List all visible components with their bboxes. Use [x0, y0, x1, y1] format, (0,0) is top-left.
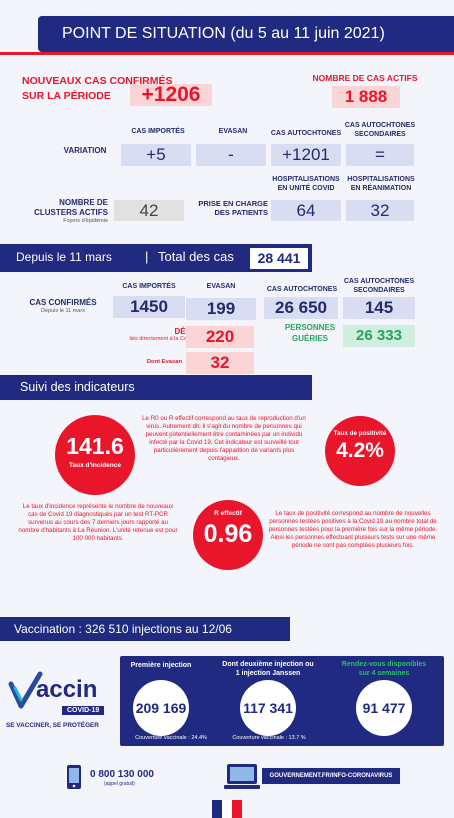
- r-label: R effectif: [214, 510, 242, 517]
- rea-label: HOSPITALISATIONS EN RÉANIMATION: [347, 176, 415, 192]
- recovered-label: PERSONNES GUÉRIES: [284, 323, 336, 344]
- logo-badge: COVID-19: [62, 706, 105, 715]
- active-cases-label: NOMBRE DE CAS ACTIFS: [312, 73, 418, 83]
- col-autochtones: CAS AUTOCHTONES: [270, 130, 342, 137]
- phone-sublabel: (appel gratuit): [104, 781, 135, 787]
- vaccination-banner: [0, 617, 290, 641]
- care-label: PRISE EN CHARGE DES PATIENTS: [198, 199, 268, 218]
- computer-icon: [224, 764, 260, 789]
- clusters-label-text: NOMBRE DE CLUSTERS ACTIFS: [34, 198, 108, 217]
- header-accent: [0, 52, 454, 55]
- confirmed-label-text: CAS CONFIRMÉS: [29, 298, 97, 307]
- evasan-deaths-value: 32: [186, 352, 254, 374]
- second-injection-circle: 117 341: [240, 680, 296, 736]
- hosp-label: HOSPITALISATIONS EN UNITÉ COVID: [272, 176, 340, 192]
- cum-evasan: 199: [186, 298, 256, 320]
- cum-col-imported: CAS IMPORTÉS: [122, 283, 176, 290]
- indicators-banner: [0, 375, 312, 400]
- deaths-sublabel: liés directement à la Covid-19: [129, 336, 202, 342]
- incidence-circle: 141.6 Taux d'incidence: [55, 415, 135, 495]
- website-text: GOUVERNEMENT.FR/INFO-CORONAVIRUS: [269, 773, 393, 779]
- appointments-circle: 91 477: [356, 680, 412, 736]
- emblem-blue: [212, 800, 222, 818]
- total-cases-label: Total des cas: [158, 249, 234, 264]
- website-link[interactable]: GOUVERNEMENT.FR/INFO-CORONAVIRUS: [262, 768, 400, 784]
- deaths-label: DÉCÈS liés directement à la Covid-19: [84, 327, 202, 342]
- second-coverage: Couverture vaccinale : 13.7 %: [232, 735, 306, 741]
- variation-autochtones: +1201: [271, 144, 341, 166]
- deaths-value: 220: [186, 326, 254, 348]
- variation-label: VARIATION: [63, 146, 107, 155]
- variation-evasan: -: [196, 144, 266, 166]
- first-injection-label: Première injection: [130, 662, 192, 669]
- evasan-deaths-label: Dont Evasan: [146, 359, 182, 365]
- new-cases-label-line2: SUR LA PÉRIODE: [22, 90, 111, 103]
- positivity-circle: Taux de positivité 4.2%: [325, 416, 395, 486]
- variation-imported: +5: [121, 144, 191, 166]
- banner-separator: |: [145, 249, 149, 264]
- since-label: Depuis le 11 mars: [16, 250, 112, 264]
- incidence-text: Le taux d'incidence représente le nombre…: [18, 503, 178, 543]
- first-injection-circle: 209 169: [133, 680, 189, 736]
- second-injection-value: 117 341: [243, 700, 293, 716]
- clusters-sublabel: Foyers d'épidémie: [63, 218, 108, 224]
- emblem-red: [232, 800, 242, 818]
- col-secondaires: CAS AUTOCHTONES SECONDAIRES: [344, 122, 416, 138]
- confirmed-sublabel: Depuis le 11 mars: [41, 308, 85, 314]
- cum-col-secondaires: CAS AUTOCHTONES SECONDAIRES: [343, 278, 415, 294]
- confirmed-label: CAS CONFIRMÉS Depuis le 11 mars: [18, 298, 108, 315]
- appointments-value: 91 477: [362, 700, 406, 716]
- first-coverage: Couverture vaccinale : 24.4%: [135, 735, 207, 741]
- logo-tagline: SE VACCINER, SE PROTÉGER: [6, 722, 99, 729]
- cum-col-autochtones: CAS AUTOCHTONES: [266, 286, 338, 293]
- cum-secondaires: 145: [343, 297, 415, 319]
- header-banner: [38, 16, 454, 52]
- vaccin-logo: V accin COVID-19 SE VACCINER, SE PROTÉGE…: [6, 668, 116, 738]
- rea-value: 32: [346, 200, 414, 221]
- incidence-value: 141.6: [66, 433, 124, 459]
- total-cases-value: 28 441: [250, 248, 308, 269]
- positivity-text: Le taux de positivité correspond au nomb…: [268, 510, 438, 550]
- incidence-label: Taux d'incidence: [69, 462, 121, 469]
- clusters-label: NOMBRE DE CLUSTERS ACTIFS Foyers d'épidé…: [34, 198, 108, 225]
- phone-icon: [67, 765, 81, 789]
- new-cases-value: +1206: [130, 84, 212, 106]
- vaccin-checkmark-icon: [8, 671, 43, 709]
- cum-imported: 1450: [113, 296, 185, 318]
- r-text: Le R0 ou R effectif correspond au taux d…: [142, 415, 306, 463]
- hosp-value: 64: [271, 200, 341, 221]
- recovered-value: 26 333: [343, 325, 415, 347]
- r-circle: R effectif 0.96: [193, 500, 263, 570]
- clusters-value: 42: [114, 200, 184, 221]
- appointments-label: Rendez-vous disponibles sur 4 semaines: [341, 661, 427, 678]
- logo-word: accin: [36, 676, 98, 703]
- positivity-value: 4.2%: [336, 439, 384, 462]
- first-injection-value: 209 169: [135, 700, 187, 716]
- r-value: 0.96: [203, 520, 253, 548]
- phone-number[interactable]: 0 800 130 000: [90, 769, 154, 780]
- variation-secondaires: =: [346, 144, 414, 166]
- page-title: POINT DE SITUATION (du 5 au 11 juin 2021…: [62, 25, 385, 42]
- cum-autochtones: 26 650: [264, 297, 338, 319]
- col-imported: CAS IMPORTÉS: [131, 128, 185, 135]
- emblem-white: [222, 800, 232, 818]
- cum-col-evasan: EVASAN: [206, 283, 236, 290]
- col-evasan: EVASAN: [218, 128, 248, 135]
- positivity-label: Taux de positivité: [333, 430, 387, 437]
- second-injection-label: Dont deuxième injection ou 1 injection J…: [222, 661, 314, 678]
- vaccination-title: Vaccination : 326 510 injections au 12/0…: [14, 622, 232, 636]
- deaths-label-text: DÉCÈS: [84, 327, 202, 336]
- indicators-title: Suivi des indicateurs: [20, 380, 135, 394]
- active-cases-value: 1 888: [332, 86, 400, 108]
